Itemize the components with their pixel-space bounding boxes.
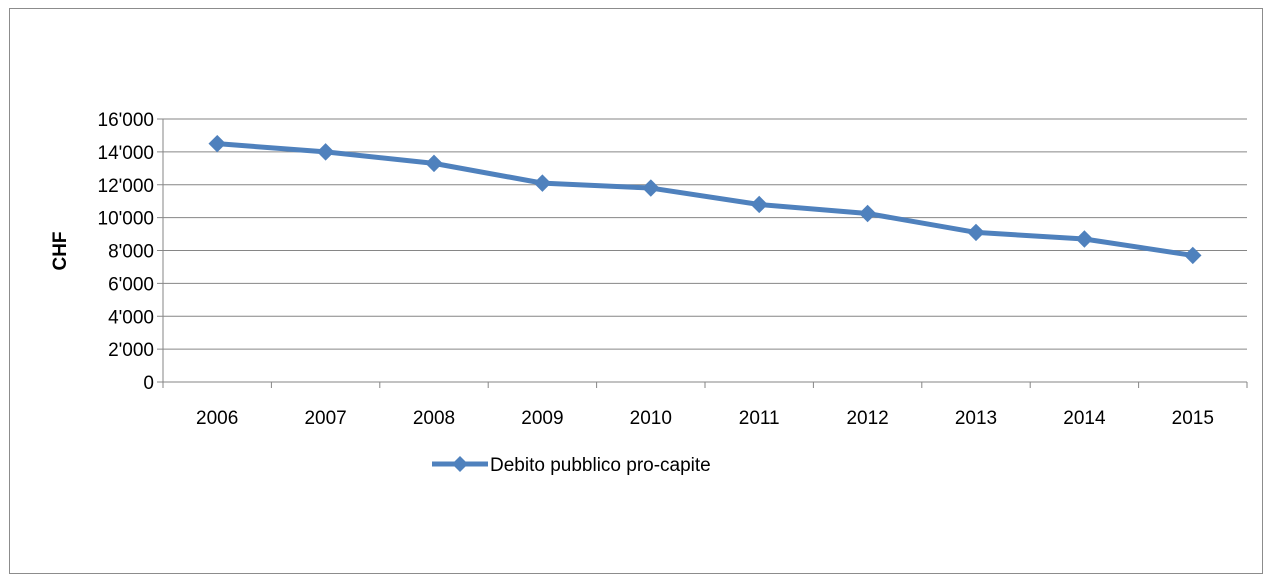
x-tick-label-2009: 2009: [521, 408, 563, 429]
data-point-2008: [425, 154, 443, 173]
y-tick-label-4: 8'000: [108, 242, 154, 263]
legend-diamond-marker: [452, 456, 468, 472]
data-series: [208, 134, 1202, 265]
data-point-2007: [316, 143, 335, 161]
x-tick-label-2010: 2010: [630, 408, 672, 429]
data-point-2015: [1184, 246, 1202, 265]
legend: Debito pubblico pro-capite: [432, 455, 711, 476]
x-tick-label-2011: 2011: [739, 408, 780, 429]
x-tick-label-2013: 2013: [955, 408, 997, 429]
data-point-2013: [967, 223, 985, 242]
y-tick-labels: 0 2'000 4'000 6'000 8'000 10'000 12'000 14'000 1…: [98, 110, 154, 394]
series-line: [214, 141, 1196, 258]
x-tick-label-2007: 2007: [304, 408, 346, 429]
x-tick-label-2015: 2015: [1172, 408, 1214, 429]
x-tick-label-2006: 2006: [196, 408, 238, 429]
y-tick-label-0: 0: [143, 373, 154, 394]
data-point-2014: [1075, 230, 1094, 248]
chart-frame: [9, 8, 1263, 574]
data-point-2009: [533, 174, 552, 192]
x-tick-label-2014: 2014: [1063, 408, 1106, 429]
y-axis-title: CHF: [50, 231, 71, 270]
y-tick-label-5: 10'000: [98, 209, 154, 230]
y-tick-label-7: 14'000: [98, 143, 154, 164]
y-tick-label-6: 12'000: [98, 176, 154, 197]
data-point-2011: [750, 195, 768, 214]
y-tick-label-3: 6'000: [108, 274, 154, 295]
y-tick-label-8: 16'000: [98, 110, 154, 131]
y-tick-label-1: 2'000: [108, 340, 154, 361]
gridlines: [163, 118, 1247, 350]
axes: [157, 118, 1248, 388]
x-tick-labels: 2006 2007 2008 2009 2010 2011 2012 2013 2014 2015: [196, 408, 1214, 429]
x-tick-label-2012: 2012: [846, 408, 888, 429]
legend-label: Debito pubblico pro-capite: [490, 455, 711, 476]
data-point-2010: [642, 179, 660, 197]
x-tick-label-2008: 2008: [413, 408, 455, 429]
data-point-2006: [208, 134, 226, 153]
y-tick-label-2: 4'000: [108, 307, 154, 328]
data-point-2012: [858, 204, 877, 223]
